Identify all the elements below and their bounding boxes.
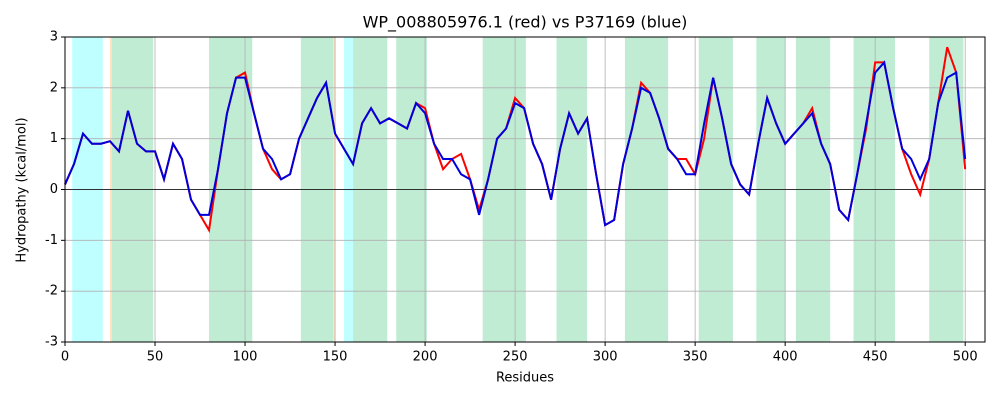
y-tick-label: -1 <box>45 233 58 248</box>
chart-title: WP_008805976.1 (red) vs P37169 (blue) <box>363 13 688 33</box>
y-tick-label: -3 <box>45 335 58 350</box>
x-tick-label: 450 <box>863 350 888 365</box>
x-tick-label: 50 <box>147 350 164 365</box>
x-tick-label: 100 <box>233 350 258 365</box>
series-line <box>64 60 967 227</box>
x-tick-label: 150 <box>323 350 348 365</box>
y-tick-label: -2 <box>45 284 58 299</box>
x-axis-label: Residues <box>496 371 554 386</box>
x-tick-label: 350 <box>683 350 708 365</box>
y-tick-label: 1 <box>50 131 58 146</box>
x-tick-label: 200 <box>413 350 438 365</box>
x-tick-label: 300 <box>593 350 618 365</box>
plot-frame <box>64 36 986 343</box>
y-axis-label: Hydropathy (kcal/mol) <box>15 117 30 262</box>
y-tick-label: 2 <box>50 80 58 95</box>
x-tick-label: 0 <box>61 350 69 365</box>
x-tick-label: 500 <box>953 350 978 365</box>
x-tick-label: 400 <box>773 350 798 365</box>
y-tick-label: 3 <box>50 30 58 45</box>
y-tick-label: 0 <box>50 182 58 197</box>
x-tick-label: 250 <box>503 350 528 365</box>
